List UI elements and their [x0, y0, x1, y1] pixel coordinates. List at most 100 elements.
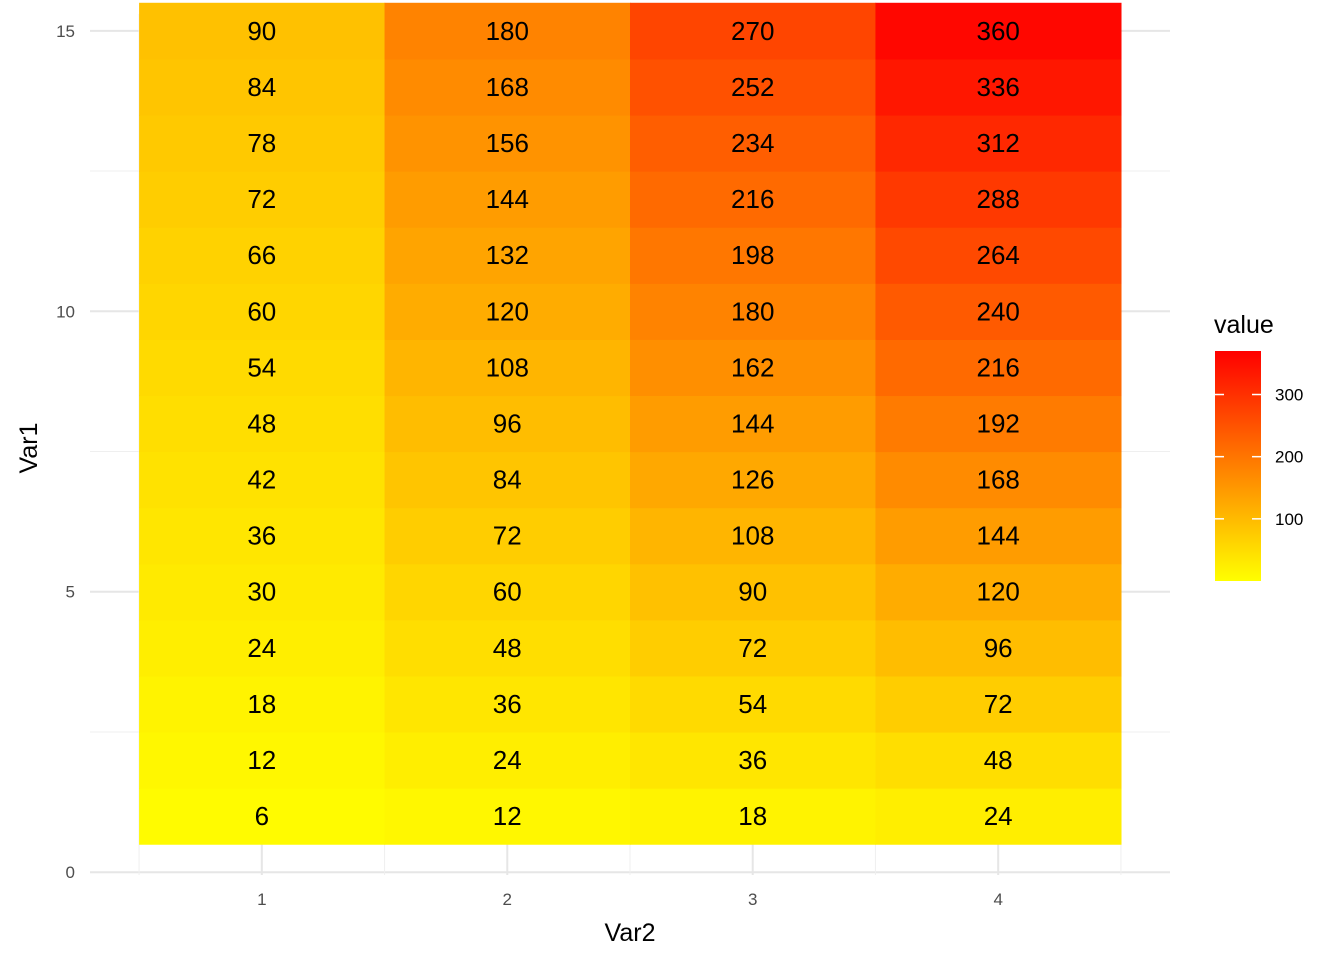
- heatmap-cell: [139, 2, 386, 60]
- heatmap-cell: [875, 731, 1122, 789]
- y-tick-label: 15: [56, 22, 75, 41]
- legend-tick-label: 200: [1275, 448, 1303, 467]
- cell-value-label: 72: [984, 689, 1013, 719]
- heatmap-cell: [384, 114, 631, 172]
- cell-value-label: 216: [976, 352, 1019, 382]
- heatmap-cell: [384, 171, 631, 228]
- cell-value-label: 12: [247, 745, 276, 775]
- heatmap-cell: [875, 114, 1122, 172]
- heatmap-cell: [384, 451, 631, 509]
- heatmap-cell: [384, 788, 631, 845]
- cell-value-label: 72: [738, 633, 767, 663]
- heatmap-cell: [384, 395, 631, 453]
- cell-value-label: 312: [976, 128, 1019, 158]
- heatmap-cell: [875, 788, 1122, 845]
- cell-value-label: 12: [493, 801, 522, 831]
- heatmap-cell: [630, 339, 877, 397]
- heatmap-cell: [139, 563, 386, 621]
- legend-tick-label: 100: [1275, 510, 1303, 529]
- legend-tick-label: 300: [1275, 386, 1303, 405]
- legend-title: value: [1214, 311, 1274, 339]
- heatmap-cell: [384, 339, 631, 397]
- cell-value-label: 18: [247, 689, 276, 719]
- cell-value-label: 132: [486, 240, 529, 270]
- cell-value-label: 60: [247, 296, 276, 326]
- cell-value-label: 36: [247, 521, 276, 551]
- heatmap-cell: [875, 227, 1122, 284]
- cell-value-label: 78: [247, 128, 276, 158]
- heatmap-cell: [139, 451, 386, 509]
- heatmap-cell: [384, 563, 631, 621]
- cell-value-label: 240: [976, 296, 1019, 326]
- heatmap-cell: [139, 339, 386, 397]
- cell-value-label: 198: [731, 240, 774, 270]
- cell-value-label: 264: [976, 240, 1019, 270]
- cell-value-label: 90: [738, 577, 767, 607]
- heatmap-cell: [384, 731, 631, 789]
- cell-value-label: 24: [984, 801, 1013, 831]
- cell-value-label: 162: [731, 352, 774, 382]
- cell-value-label: 168: [976, 465, 1019, 495]
- cell-value-label: 54: [247, 352, 276, 382]
- heatmap-cell: [139, 619, 386, 677]
- heatmap-cell: [139, 731, 386, 789]
- heatmap-cell: [630, 788, 877, 845]
- heatmap-cell: [139, 283, 386, 340]
- heatmap-cell: [630, 114, 877, 172]
- heatmap-cell: [384, 227, 631, 284]
- legend-color-bar: [1215, 351, 1261, 581]
- cell-value-label: 144: [486, 184, 529, 214]
- y-tick-label: 0: [66, 863, 75, 882]
- cell-value-label: 6: [255, 801, 269, 831]
- heatmap-cell: [139, 395, 386, 453]
- x-tick-label: 4: [993, 890, 1002, 909]
- heatmap-cell: [139, 227, 386, 284]
- heatmap-cell: [875, 2, 1122, 60]
- heatmap-cell: [875, 451, 1122, 509]
- heatmap-cell: [630, 507, 877, 565]
- cell-value-label: 42: [247, 465, 276, 495]
- heatmap-cell: [875, 58, 1122, 116]
- heatmap-cell: [630, 619, 877, 677]
- cell-value-label: 168: [486, 72, 529, 102]
- heatmap-cell: [139, 171, 386, 228]
- cell-value-label: 288: [976, 184, 1019, 214]
- heatmap-cell: [875, 563, 1122, 621]
- cell-value-label: 36: [738, 745, 767, 775]
- heatmap-cell: [875, 619, 1122, 677]
- heatmap-cell: [384, 507, 631, 565]
- heatmap-cell: [630, 675, 877, 733]
- cell-value-label: 180: [486, 16, 529, 46]
- y-axis-title: Var1: [15, 423, 43, 474]
- cell-value-label: 72: [247, 184, 276, 214]
- x-tick-label: 2: [503, 890, 512, 909]
- heatmap-cell: [630, 283, 877, 340]
- cell-value-label: 24: [247, 633, 276, 663]
- heatmap-cell: [384, 2, 631, 60]
- heatmap-cell: [139, 58, 386, 116]
- heatmap-cell: [875, 395, 1122, 453]
- cell-value-label: 108: [731, 521, 774, 551]
- y-tick-label: 10: [56, 302, 75, 321]
- heatmap-cell: [384, 619, 631, 677]
- heatmap-cell: [384, 283, 631, 340]
- heatmap-cell: [630, 171, 877, 228]
- cell-value-label: 30: [247, 577, 276, 607]
- cell-value-label: 216: [731, 184, 774, 214]
- cell-value-label: 234: [731, 128, 774, 158]
- cell-value-label: 156: [486, 128, 529, 158]
- cell-value-label: 120: [976, 577, 1019, 607]
- cell-value-label: 60: [493, 577, 522, 607]
- y-tick-label: 5: [66, 583, 75, 602]
- x-tick-label: 3: [748, 890, 757, 909]
- cell-value-label: 72: [493, 521, 522, 551]
- heatmap-cell: [875, 507, 1122, 565]
- cell-value-label: 108: [486, 352, 529, 382]
- legend-ticks: 100 200 300: [1215, 386, 1303, 529]
- cell-value-label: 120: [486, 296, 529, 326]
- heatmap-cell: [875, 283, 1122, 340]
- cell-value-label: 24: [493, 745, 522, 775]
- heatmap-cell: [630, 731, 877, 789]
- x-tick-label: 1: [257, 890, 266, 909]
